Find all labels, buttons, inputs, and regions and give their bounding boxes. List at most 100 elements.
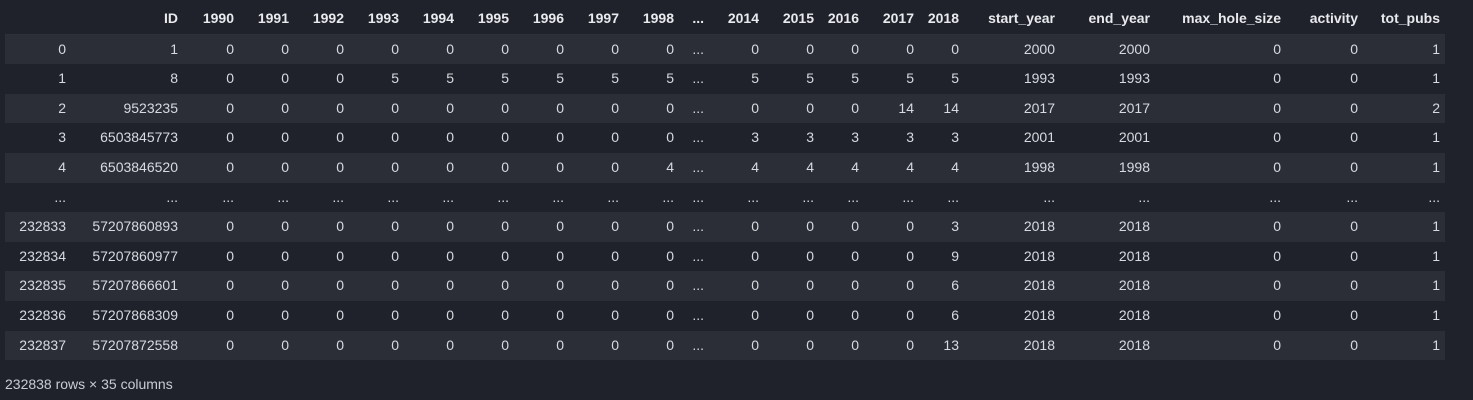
table-cell: 0: [1350, 336, 1358, 353]
column-header: 2018: [919, 4, 964, 35]
table-cell: ...: [1138, 188, 1150, 205]
table-cell: 1: [1432, 158, 1440, 175]
table-cell: 0: [1273, 40, 1281, 57]
table-cell: 0: [501, 247, 509, 264]
table-cell: ...: [947, 188, 959, 205]
row-index: 2: [58, 99, 66, 116]
column-header: 2017: [864, 4, 919, 35]
table-cell: 0: [1350, 218, 1358, 235]
table-cell: 5: [501, 70, 509, 87]
table-cell: ...: [692, 99, 704, 116]
table-cell: 14: [943, 99, 959, 116]
table-row: 1 8 0 0 0 5 5 5 5 5 5... 5 5 5 5 5 1993 1993 0 0 1: [5, 64, 1445, 94]
table-cell: 0: [611, 277, 619, 294]
table-cell: 0: [446, 40, 454, 57]
table-cell: 0: [556, 336, 564, 353]
table-cell: 0: [226, 129, 234, 146]
table-cell: ...: [1043, 188, 1055, 205]
table-row: 232835 57207866601 0 0 0 0 0 0 0 0 0... 0 0 0 0 6 2018 20…: [5, 271, 1445, 301]
table-cell: 0: [336, 247, 344, 264]
table-cell: 1998: [1118, 158, 1150, 175]
table-cell: ...: [1428, 188, 1440, 205]
table-cell: 5: [446, 70, 454, 87]
table-cell: 0: [501, 129, 509, 146]
column-header: 2014: [709, 4, 764, 35]
table-cell: 1: [1432, 40, 1440, 57]
table-cell: 3: [806, 129, 814, 146]
table-cell: 5: [806, 70, 814, 87]
table-cell: 2018: [1118, 336, 1150, 353]
table-cell: 0: [906, 306, 914, 323]
table-cell: 0: [556, 158, 564, 175]
table-cell: ...: [497, 188, 509, 205]
table-cell: 1: [170, 40, 178, 57]
table-cell: 1: [1432, 277, 1440, 294]
table-header: ID 1990 1991 1992 1993 1994 1995 1996 1997 1998..…: [5, 4, 1445, 35]
table-cell: 1: [1432, 129, 1440, 146]
row-index: 232834: [19, 247, 66, 264]
table-cell: 5: [666, 70, 674, 87]
table-cell: 0: [751, 218, 759, 235]
table-cell: ...: [662, 188, 674, 205]
column-header: 1992: [294, 4, 349, 35]
table-cell: 57207860977: [92, 247, 178, 264]
table-cell: 0: [806, 99, 814, 116]
table-cell: 0: [336, 129, 344, 146]
table-cell: 0: [1273, 70, 1281, 87]
table-cell: 2017: [1118, 99, 1150, 116]
table-cell: 1993: [1023, 70, 1055, 87]
table-cell: 0: [281, 99, 289, 116]
table-body: 0 1 0 0 0 0 0 0 0 0 0... 0 0 0 0 0 2000 2000 0 0 1 1 8 0 0 0 5 5 5 5 5…: [5, 34, 1445, 361]
row-index: 0: [58, 40, 66, 57]
table-cell: 0: [336, 99, 344, 116]
table-cell: ...: [166, 188, 178, 205]
column-header: ...: [679, 4, 709, 35]
column-header: tot_pubs: [1363, 4, 1445, 35]
table-cell: 0: [281, 306, 289, 323]
row-index: 232836: [19, 306, 66, 323]
table-cell: 0: [666, 306, 674, 323]
table-cell: 0: [281, 336, 289, 353]
table-cell: ...: [692, 158, 704, 175]
table-cell: 0: [281, 247, 289, 264]
table-cell: 13: [943, 336, 959, 353]
table-cell: 2017: [1023, 99, 1055, 116]
table-cell: 0: [281, 277, 289, 294]
table-cell: 0: [666, 129, 674, 146]
column-header: 1996: [514, 4, 569, 35]
table-cell: 0: [556, 306, 564, 323]
table-cell: 0: [281, 129, 289, 146]
table-cell: 0: [906, 336, 914, 353]
column-header: 1991: [239, 4, 294, 35]
table-cell: ...: [1269, 188, 1281, 205]
table-cell: 8: [170, 70, 178, 87]
table-cell: 5: [611, 70, 619, 87]
table-cell: 2001: [1023, 129, 1055, 146]
table-cell: ...: [387, 188, 399, 205]
table-cell: 0: [556, 40, 564, 57]
column-header: 1994: [404, 4, 459, 35]
table-cell: 0: [226, 158, 234, 175]
table-cell: 0: [391, 99, 399, 116]
table-cell: 2018: [1023, 247, 1055, 264]
column-header: 1995: [459, 4, 514, 35]
table-cell: 0: [501, 306, 509, 323]
table-cell: 0: [446, 99, 454, 116]
table-cell: 0: [336, 218, 344, 235]
column-header: start_year: [964, 4, 1060, 35]
table-row: 232837 57207872558 0 0 0 0 0 0 0 0 0... 0 0 0 0 13 2018 2…: [5, 330, 1445, 361]
table-cell: 4: [951, 158, 959, 175]
column-header: end_year: [1060, 4, 1155, 35]
table-cell: 1: [1432, 306, 1440, 323]
table-cell: 0: [1350, 129, 1358, 146]
table-cell: 3: [951, 218, 959, 235]
table-cell: 0: [1350, 247, 1358, 264]
table-cell: 0: [751, 247, 759, 264]
table-cell: 0: [1350, 158, 1358, 175]
table-cell: 0: [1273, 336, 1281, 353]
table-cell: 0: [851, 40, 859, 57]
table-cell: ...: [692, 129, 704, 146]
table-cell: 0: [501, 99, 509, 116]
table-cell: 6503846520: [100, 158, 178, 175]
table-cell: 0: [391, 306, 399, 323]
